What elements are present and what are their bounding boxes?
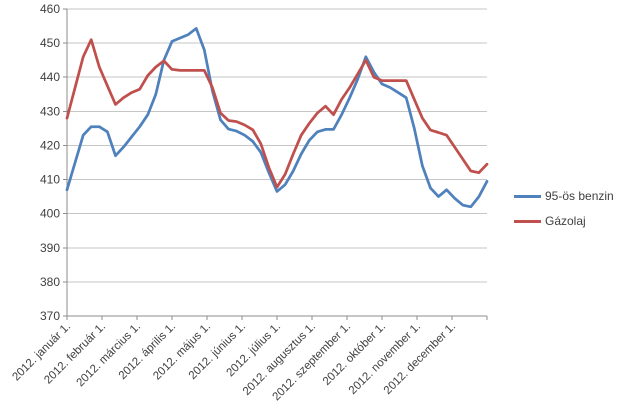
y-axis-tick-label: 380 bbox=[40, 275, 60, 289]
x-axis-tick-label: 2012. március 1. bbox=[75, 321, 144, 390]
legend-label-gazolaj: Gázolaj bbox=[545, 214, 586, 228]
legend-item-95-benzin: 95-ös benzin bbox=[514, 189, 614, 203]
y-axis-tick-label: 400 bbox=[40, 207, 60, 221]
x-axis-tick-label: 2012. január 1. bbox=[10, 321, 73, 384]
legend-line-95-benzin-icon bbox=[514, 194, 541, 198]
y-axis-tick-label: 430 bbox=[40, 104, 60, 118]
legend-label-95-benzin: 95-ös benzin bbox=[545, 189, 614, 203]
y-axis-tick-label: 390 bbox=[40, 241, 60, 255]
y-axis-tick-label: 410 bbox=[40, 173, 60, 187]
series-line-0 bbox=[65, 27, 489, 209]
series-line-1 bbox=[65, 38, 489, 189]
y-axis-tick-label: 370 bbox=[40, 309, 60, 323]
legend-item-gazolaj: Gázolaj bbox=[514, 214, 614, 228]
y-axis-tick-label: 420 bbox=[40, 138, 60, 152]
y-axis-tick-label: 450 bbox=[40, 36, 60, 50]
chart-legend: 95-ös benzin Gázolaj bbox=[514, 189, 614, 239]
x-axis-tick-label: 2012. október 1. bbox=[321, 321, 388, 388]
x-axis-tick-label: 2012. február 1. bbox=[42, 321, 108, 387]
y-axis-tick-label: 440 bbox=[40, 70, 60, 84]
y-axis-tick-label: 460 bbox=[40, 2, 60, 16]
legend-line-gazolaj-icon bbox=[514, 219, 541, 223]
